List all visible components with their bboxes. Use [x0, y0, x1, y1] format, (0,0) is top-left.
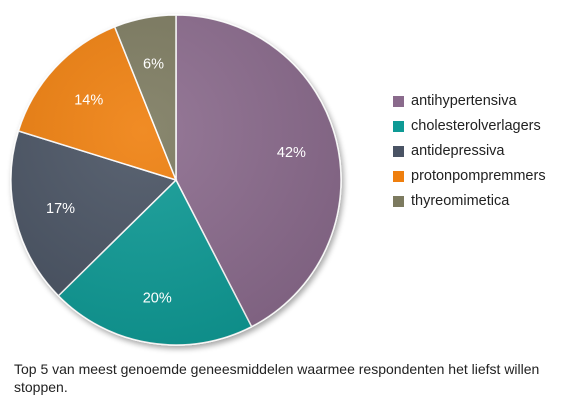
legend-item-antidepressiva: antidepressiva — [393, 142, 546, 160]
legend-swatch — [393, 170, 404, 182]
value-label-cholesterolverlagers: 20% — [143, 290, 172, 306]
legend-swatch — [393, 145, 404, 157]
legend: antihypertensiva cholesterolverlagers anti… — [393, 92, 546, 217]
legend-label: antidepressiva — [411, 143, 505, 159]
legend-swatch — [393, 120, 404, 132]
chart-caption: Top 5 van meest genoemde geneesmiddelen … — [14, 361, 540, 395]
legend-swatch — [393, 95, 404, 107]
pie-value-labels: 42% 20% 17% 14% 6% — [46, 56, 306, 306]
value-label-thyreomimetica: 6% — [143, 56, 164, 72]
legend-item-antihypertensiva: antihypertensiva — [393, 92, 546, 110]
legend-swatch — [393, 195, 404, 207]
value-label-protonpompremmers: 14% — [74, 92, 103, 108]
legend-label: cholesterolverlagers — [411, 118, 541, 134]
legend-item-protonpompremmers: protonpompremmers — [393, 167, 546, 185]
pie-chart: 42% 20% 17% 14% 6% — [10, 14, 342, 346]
pie-slices — [10, 14, 342, 346]
legend-label: antihypertensiva — [411, 93, 517, 109]
value-label-antihypertensiva: 42% — [277, 145, 306, 161]
value-label-antidepressiva: 17% — [46, 201, 75, 217]
legend-item-thyreomimetica: thyreomimetica — [393, 192, 546, 210]
legend-label: protonpompremmers — [411, 168, 546, 184]
legend-item-cholesterolverlagers: cholesterolverlagers — [393, 117, 546, 135]
legend-label: thyreomimetica — [411, 193, 510, 209]
